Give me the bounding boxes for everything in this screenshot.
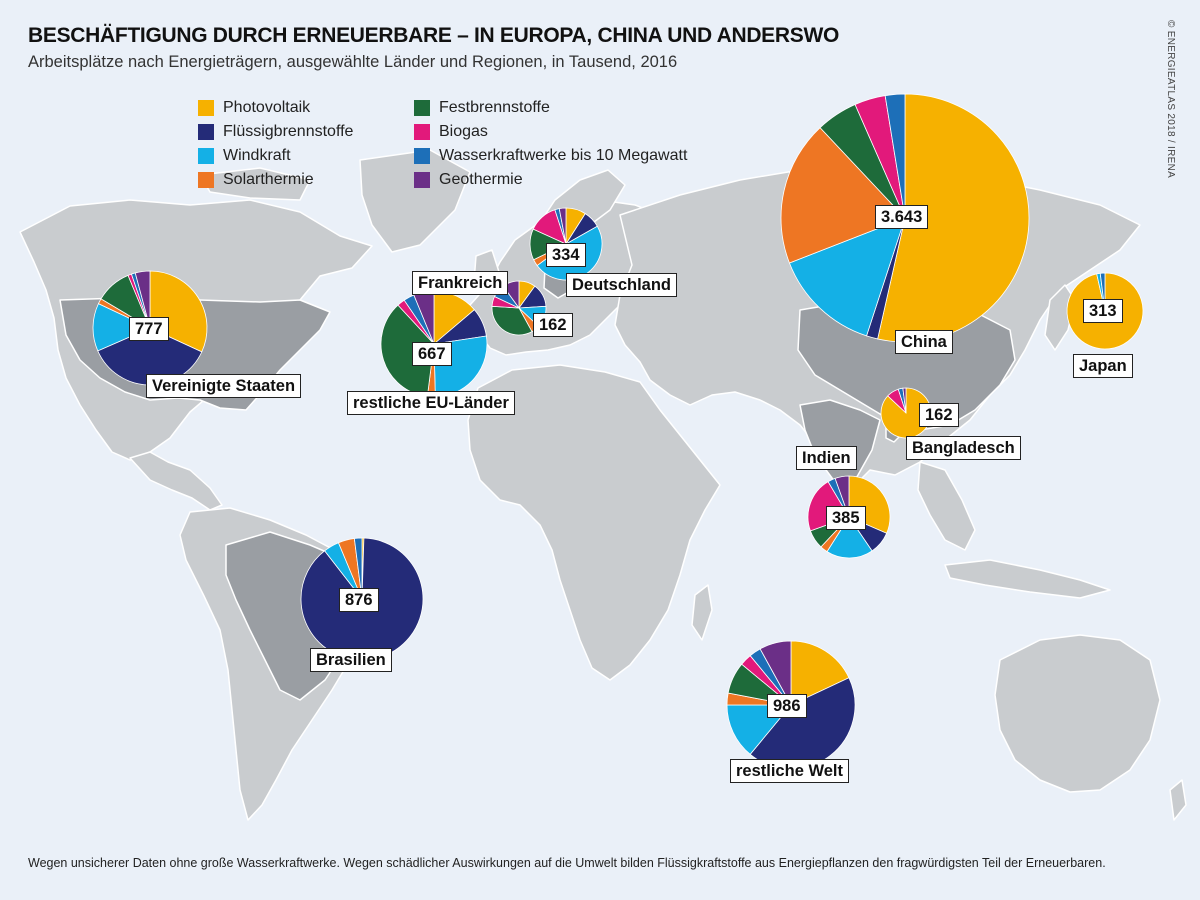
legend-item-geothermie: Geothermie	[414, 170, 523, 190]
pie-slice-festbrennstoffe	[491, 305, 533, 336]
pie-0	[780, 93, 1030, 343]
indonesia-landmass	[944, 559, 1111, 599]
pie-slice-windkraft	[788, 217, 906, 337]
name-label-france: Frankreich	[412, 271, 509, 295]
legend-item-wasserkraftwerke: Wasserkraftwerke bis 10 Megawatt	[414, 146, 687, 166]
pie-slice-wasserkraft	[884, 93, 906, 219]
africa-landmass	[467, 364, 721, 681]
canada-islands-landmass	[199, 167, 311, 201]
legend-label: Flüssigbrennstoffe	[223, 123, 354, 140]
legend-label: Solarthermie	[223, 171, 314, 188]
legend-swatch	[198, 148, 214, 164]
credit-text: © ENERGIEATLAS 2018 / IRENA	[1165, 20, 1176, 179]
central-america-landmass	[129, 451, 223, 511]
chart-title: BESCHÄFTIGUNG DURCH ERNEUERBARE – IN EUR…	[28, 24, 840, 47]
name-label-india: Indien	[796, 446, 857, 470]
total-label-brazil: 876	[339, 588, 379, 612]
legend: Photovoltaik Flüssigbrennstoffe Windkraf…	[198, 98, 738, 198]
total-label-china: 3.643	[875, 205, 929, 229]
total-label-world: 986	[767, 694, 807, 718]
legend-label: Windkraft	[223, 147, 291, 164]
pie-slice-geothermie	[902, 387, 907, 414]
southeast-asia-landmass	[917, 461, 976, 551]
total-label-germany: 334	[546, 243, 586, 267]
legend-item-festbrennstoffe: Festbrennstoffe	[414, 98, 550, 118]
legend-item-fluessigbrennstoffe: Flüssigbrennstoffe	[198, 122, 353, 142]
legend-item-photovoltaik: Photovoltaik	[198, 98, 310, 118]
legend-item-biogas: Biogas	[414, 122, 488, 142]
legend-label: Photovoltaik	[223, 99, 311, 116]
new-zealand-landmass	[1169, 779, 1187, 821]
name-label-bangladesh: Bangladesch	[906, 436, 1021, 460]
legend-label: Geothermie	[439, 171, 523, 188]
total-label-france: 162	[533, 313, 573, 337]
name-label-world: restliche Welt	[730, 759, 849, 783]
australia-landmass	[994, 634, 1161, 793]
pie-slice-photovoltaik	[790, 640, 850, 706]
legend-label: Biogas	[439, 123, 488, 140]
legend-item-solarthermie: Solarthermie	[198, 170, 314, 190]
total-label-india: 385	[826, 506, 866, 530]
madagascar-landmass	[691, 584, 713, 641]
name-label-eu: restliche EU-Länder	[347, 391, 515, 415]
pie-slice-geothermie	[134, 270, 151, 329]
legend-swatch	[198, 124, 214, 140]
chart-subtitle: Arbeitsplätze nach Energieträgern, ausge…	[28, 53, 678, 71]
name-label-germany: Deutschland	[566, 273, 678, 297]
pie-slice-geothermie	[759, 640, 792, 706]
legend-swatch	[414, 100, 430, 116]
footnote: Wegen unsicherer Daten ohne große Wasser…	[28, 856, 1106, 870]
name-label-japan: Japan	[1073, 354, 1133, 378]
name-label-usa: Vereinigte Staaten	[146, 374, 302, 398]
legend-swatch	[414, 148, 430, 164]
legend-label: Festbrennstoffe	[439, 99, 550, 116]
total-label-bangladesh: 162	[919, 403, 959, 427]
pie-slice-wasserkraft	[353, 537, 363, 600]
total-label-usa: 777	[129, 317, 169, 341]
pie-slice-geothermie	[558, 207, 567, 245]
total-label-japan: 313	[1083, 299, 1123, 323]
greenland-landmass	[359, 149, 471, 253]
total-label-eu: 667	[412, 342, 452, 366]
pie-5	[300, 537, 424, 661]
legend-swatch	[198, 172, 214, 188]
legend-swatch	[414, 124, 430, 140]
name-label-brazil: Brasilien	[310, 648, 392, 672]
pie-slice-windkraft	[826, 516, 873, 559]
legend-item-windkraft: Windkraft	[198, 146, 291, 166]
legend-swatch	[414, 172, 430, 188]
pie-7	[880, 387, 932, 439]
name-label-china: China	[895, 330, 953, 354]
pie-slice-solarthermie	[780, 127, 906, 264]
legend-label: Wasserkraftwerke bis 10 Megawatt	[439, 147, 688, 164]
legend-swatch	[198, 100, 214, 116]
japan-landmass	[1044, 284, 1076, 351]
